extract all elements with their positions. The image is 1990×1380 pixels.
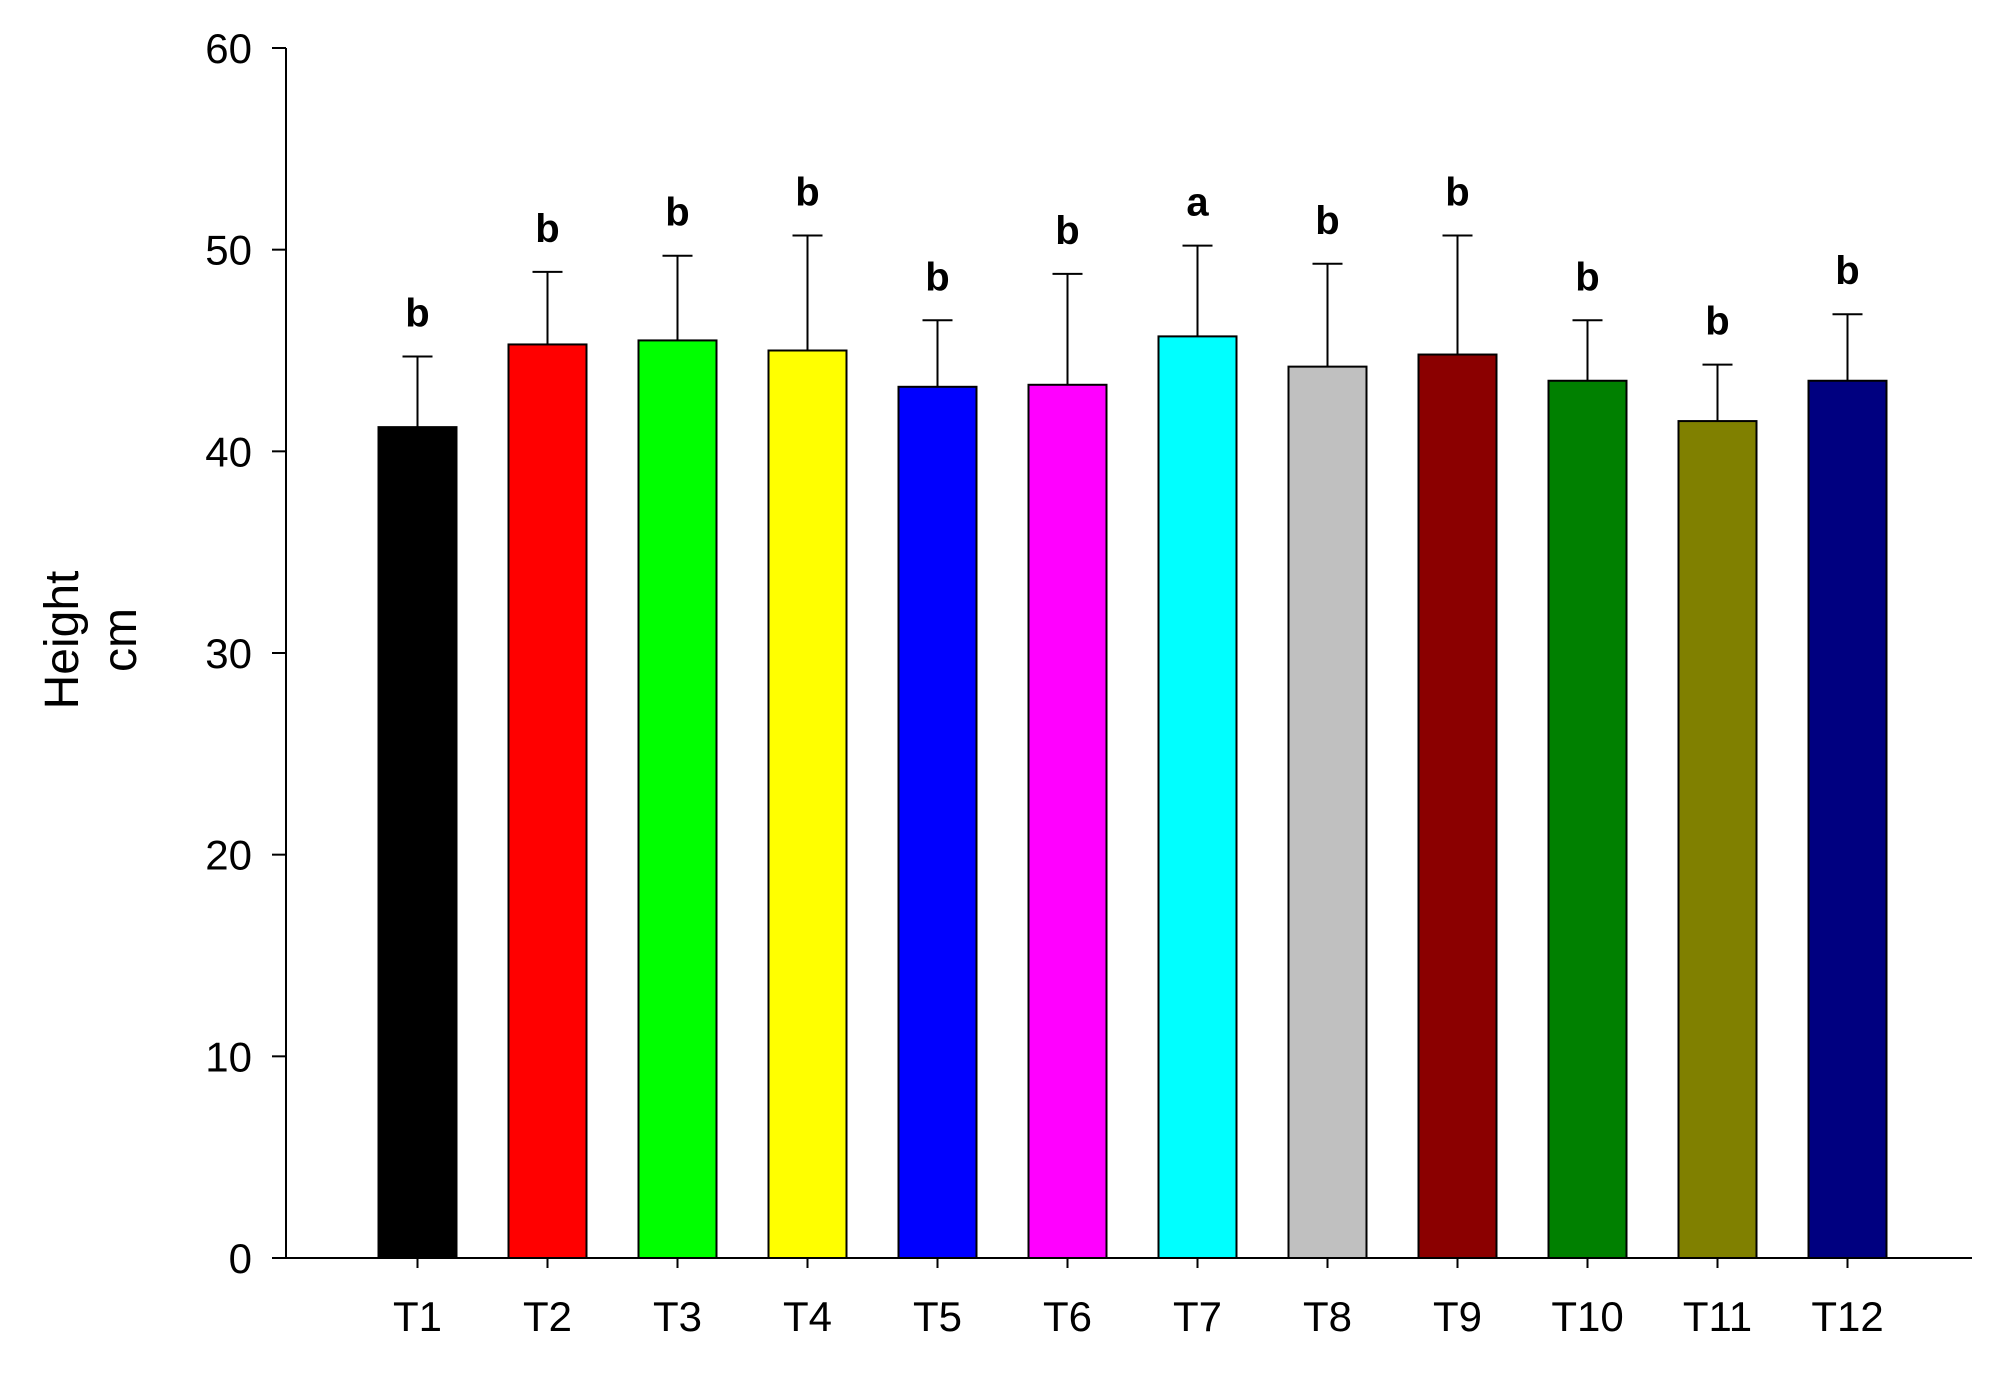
- significance-label-t2: b: [535, 207, 559, 251]
- bar-t10: [1547, 379, 1628, 1259]
- error-bars: [402, 234, 1863, 428]
- x-tick-label-t1: T1: [393, 1293, 442, 1340]
- x-tick-label-t10: T10: [1551, 1293, 1623, 1340]
- bar-t2: [507, 343, 588, 1259]
- significance-label-t1: b: [405, 292, 429, 336]
- y-tick-label-40: 40: [205, 428, 252, 475]
- bar-t4: [767, 349, 848, 1259]
- significance-label-t10: b: [1575, 255, 1599, 299]
- y-axis-title-line-2: cm: [94, 608, 147, 672]
- x-tick-label-t11: T11: [1683, 1293, 1752, 1340]
- x-tick-label-t6: T6: [1043, 1293, 1092, 1340]
- y-tick-label-0: 0: [229, 1235, 252, 1282]
- bar-t6: [1027, 383, 1108, 1259]
- y-tick-label-60: 60: [205, 25, 252, 72]
- y-axis-title-line-1: Height: [36, 571, 89, 710]
- x-tick-label-t12: T12: [1811, 1293, 1883, 1340]
- bar-t7: [1157, 335, 1238, 1259]
- y-tick-label-50: 50: [205, 227, 252, 274]
- bar-t8: [1287, 365, 1368, 1259]
- x-tick-label-t3: T3: [653, 1293, 702, 1340]
- bar-t9: [1417, 353, 1498, 1259]
- y-tick-label-20: 20: [205, 832, 252, 879]
- y-tick-label-10: 10: [205, 1033, 252, 1080]
- bar-t11: [1677, 420, 1758, 1260]
- significance-label-t5: b: [925, 255, 949, 299]
- significance-label-t8: b: [1315, 199, 1339, 243]
- bars: [377, 335, 1888, 1260]
- x-tick-label-t8: T8: [1303, 1293, 1352, 1340]
- significance-label-t12: b: [1835, 249, 1859, 293]
- x-tick-label-t7: T7: [1173, 1293, 1222, 1340]
- bar-t3: [637, 339, 718, 1259]
- bar-t12: [1807, 379, 1888, 1259]
- bar-t5: [897, 385, 978, 1259]
- x-tick-label-t4: T4: [783, 1293, 832, 1340]
- significance-label-t9: b: [1445, 171, 1469, 215]
- significance-label-t7: a: [1186, 181, 1209, 225]
- bar-t1: [377, 426, 458, 1259]
- labels: b T1 b T2 b T3 b T4 b T5 b T6 a T7 b T8 b T9 b T10 b T11 b T12 0…: [205, 25, 1883, 1340]
- x-tick-label-t2: T2: [523, 1293, 572, 1340]
- x-tick-label-t5: T5: [913, 1293, 962, 1340]
- significance-label-t6: b: [1055, 209, 1079, 253]
- significance-label-t4: b: [795, 171, 819, 215]
- x-tick-label-t9: T9: [1433, 1293, 1482, 1340]
- significance-label-t3: b: [665, 191, 689, 235]
- significance-label-t11: b: [1705, 300, 1729, 344]
- y-tick-label-30: 30: [205, 630, 252, 677]
